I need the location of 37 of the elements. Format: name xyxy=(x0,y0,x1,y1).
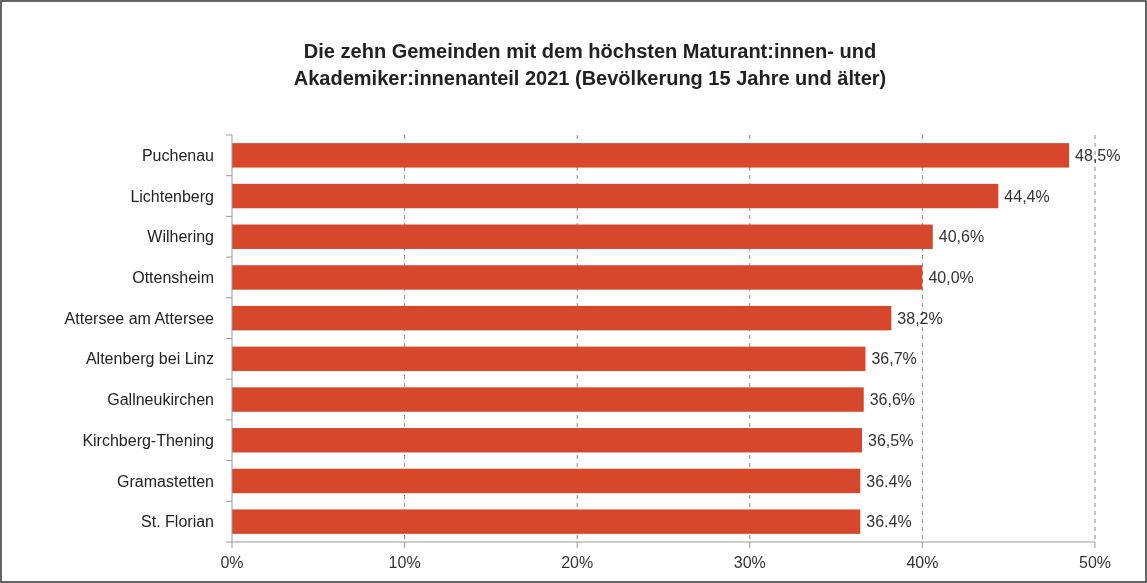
data-label: 36,6% xyxy=(869,391,916,409)
data-label: 36.4% xyxy=(866,472,912,490)
data-label: 38,2% xyxy=(897,309,943,327)
data-label: 40,6% xyxy=(938,228,985,246)
x-tick-label: 10% xyxy=(388,554,421,571)
bar xyxy=(232,143,1070,168)
bar xyxy=(232,265,923,290)
data-label: 48,5% xyxy=(1075,146,1121,164)
y-tick-label: Attersee am Attersee xyxy=(64,309,215,327)
y-tick-label: Lichtenberg xyxy=(130,187,214,205)
y-tick-label: Kirchberg-Thening xyxy=(82,431,214,449)
x-tick-label: 20% xyxy=(561,554,594,571)
x-tick-label: 0% xyxy=(220,554,244,571)
data-label: 36,5% xyxy=(867,431,914,449)
y-tick-label: Wilhering xyxy=(147,228,214,246)
y-tick-label: Gallneukirchen xyxy=(107,391,214,409)
data-label: 44,4% xyxy=(1004,187,1050,205)
bar xyxy=(232,387,864,412)
bar xyxy=(232,305,892,331)
bar xyxy=(232,509,861,534)
x-tick-label: 50% xyxy=(1078,554,1112,571)
y-tick-label: Puchenau xyxy=(141,146,214,164)
bar xyxy=(232,346,866,372)
data-label: 40,0% xyxy=(928,269,974,287)
chart-title: Die zehn Gemeinden mit dem höchsten Maturant:innen- und Akademiker:innenanteil 2021 (Bevölkerung 15 Jahre und älter) xyxy=(293,40,887,89)
x-tick-label: 40% xyxy=(906,554,939,571)
y-tick-label: Altenberg bei Linz xyxy=(85,350,214,368)
y-tick-label: Gramastetten xyxy=(117,472,214,490)
x-tick-label: 30% xyxy=(733,554,766,571)
data-label: 36,7% xyxy=(871,350,917,368)
y-tick-label: Ottensheim xyxy=(132,269,214,287)
bar xyxy=(232,468,861,494)
bar xyxy=(232,183,999,209)
data-label: 36.4% xyxy=(866,513,912,531)
bar xyxy=(232,428,862,453)
bar xyxy=(232,224,933,249)
y-tick-label: St. Florian xyxy=(141,513,214,531)
